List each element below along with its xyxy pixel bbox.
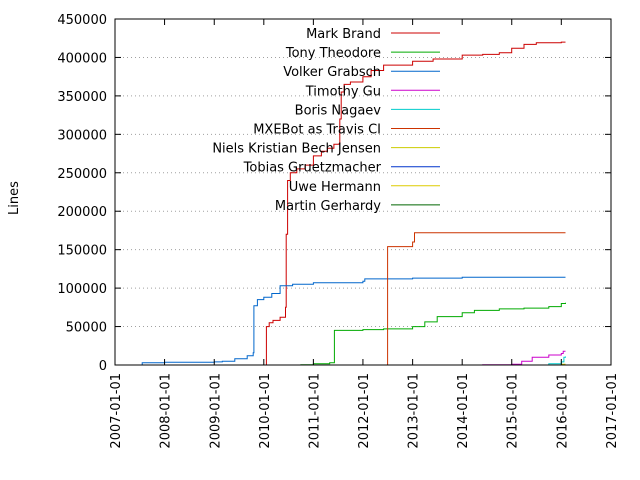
series-line-2: [141, 276, 566, 366]
legend-label: Boris Nagaev: [295, 103, 382, 118]
x-tick-label: 2007-01-01: [109, 373, 124, 449]
y-tick-label: 200000: [57, 205, 107, 220]
legend-label: Tobias Gruetzmacher: [243, 161, 382, 176]
x-tick-label: 2008-01-01: [159, 373, 174, 449]
x-tick-label: 2016-01-01: [555, 373, 570, 449]
grid-lines: [115, 56, 611, 328]
y-tick-label: 100000: [57, 282, 107, 297]
y-tick-label: 150000: [57, 244, 107, 259]
legend-label: Niels Kristian Bech Jensen: [212, 142, 381, 157]
legend-label: Tony Theodore: [285, 46, 381, 61]
legend-label: Mark Brand: [306, 27, 381, 42]
series-line-1: [294, 302, 566, 366]
x-tick-label: 2011-01-01: [307, 373, 322, 449]
legend-label: Martin Gerhardy: [275, 199, 381, 214]
series-line-0: [265, 41, 566, 366]
x-tick-label: 2014-01-01: [456, 373, 471, 449]
x-tick-label: 2013-01-01: [407, 373, 422, 449]
x-tick-label: 2009-01-01: [208, 373, 223, 449]
legend-label: MXEBot as Travis CI: [253, 123, 381, 138]
y-tick-label: 50000: [66, 321, 107, 336]
axes: 0 50000 100000 150000 200000 250000 300000 3500…: [57, 13, 620, 449]
y-tick-label: 0: [99, 359, 107, 374]
y-tick-label: 400000: [57, 51, 107, 66]
x-tick-label: 2012-01-01: [357, 373, 372, 449]
x-tick-label: 2015-01-01: [506, 373, 521, 449]
legend-label: Timothy Gu: [305, 84, 381, 99]
y-tick-label: 250000: [57, 167, 107, 182]
y-tick-label: 350000: [57, 90, 107, 105]
series-line-5: [386, 232, 566, 366]
y-axis-label: Lines: [7, 181, 22, 215]
y-tick-label: 300000: [57, 128, 107, 143]
legend-label: Uwe Hermann: [289, 180, 381, 195]
x-tick-label: 2010-01-01: [258, 373, 273, 449]
series-line-3: [412, 350, 566, 366]
legend: Mark Brand Tony Theodore Volker Grabsch Tim…: [212, 27, 440, 214]
x-tick-label: 2017-01-01: [605, 373, 620, 449]
y-tick-label: 450000: [57, 13, 107, 28]
legend-label: Volker Grabsch: [283, 65, 381, 80]
